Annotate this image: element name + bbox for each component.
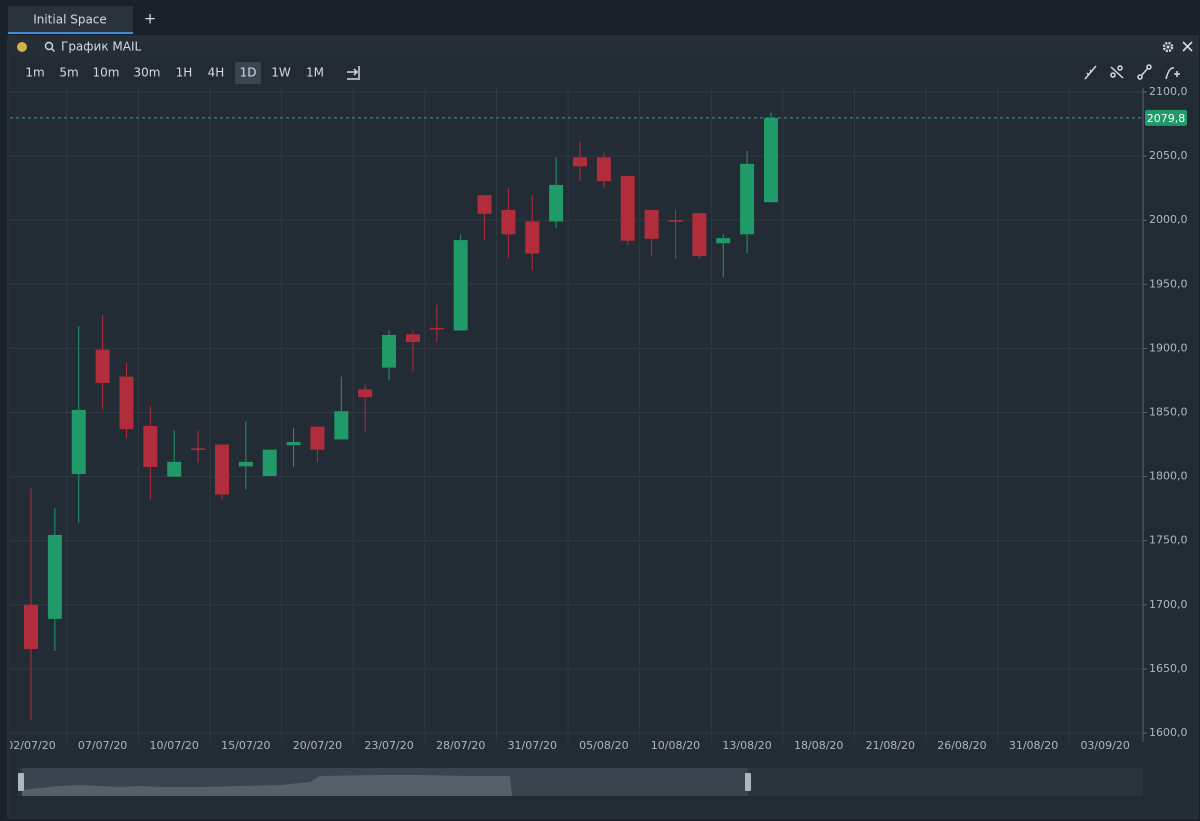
y-tick-label: 1950,0	[1149, 277, 1188, 290]
y-tick-label: 1900,0	[1149, 341, 1188, 354]
candle-body	[238, 461, 253, 467]
x-tick-label: 07/07/20	[78, 739, 127, 752]
last-price-label: 2079,8	[1147, 112, 1186, 125]
y-axis: 1600,0 1650,0 1700,0 1750,0 1800,0 1850,0 1900…	[1143, 85, 1188, 739]
candle-body	[47, 534, 62, 619]
candle-body	[95, 349, 110, 384]
panel-header	[9, 37, 1197, 57]
timeframe-active-bg	[235, 62, 261, 84]
candle-body	[334, 411, 349, 440]
x-tick-label: 18/08/20	[794, 739, 843, 752]
candle-body	[620, 175, 635, 241]
candle-body	[167, 461, 182, 477]
status-dot	[17, 42, 27, 52]
x-tick-label: 10/08/20	[651, 739, 700, 752]
y-tick-label: 1600,0	[1149, 726, 1188, 739]
navigator-handle[interactable]	[18, 773, 24, 791]
candle-body	[501, 209, 516, 235]
panel-title: График MAIL	[61, 40, 142, 54]
x-tick-label: 03/09/20	[1080, 739, 1129, 752]
tab-indicator	[8, 32, 133, 34]
close-icon[interactable]	[1182, 41, 1193, 52]
candle-body	[143, 425, 158, 467]
timeframe-button[interactable]: 30m	[134, 66, 161, 80]
y-tick-label: 1700,0	[1149, 598, 1188, 611]
add-tab[interactable]: +	[144, 10, 157, 28]
x-tick-label: 31/08/20	[1009, 739, 1058, 752]
candle-body	[382, 334, 397, 368]
candle-body	[310, 426, 325, 450]
candle-body	[716, 238, 731, 244]
timeframe-button[interactable]: 1M	[306, 66, 324, 80]
timeframe-button[interactable]: 1D	[240, 66, 257, 80]
candle-body	[763, 117, 778, 203]
timeframe-bar: 1m 5m 10m 30m 1H 4H 1D 1W 1M	[25, 62, 324, 84]
x-tick-label: 05/08/20	[579, 739, 628, 752]
last-price-badge	[1145, 109, 1187, 126]
candle-body	[573, 157, 588, 167]
search-icon[interactable]	[44, 41, 55, 52]
candle-body	[644, 209, 659, 239]
x-tick-label: 28/07/20	[436, 739, 485, 752]
x-tick-label: 26/08/20	[937, 739, 986, 752]
candle-body	[549, 184, 564, 222]
navigator-area	[22, 775, 512, 796]
candle-body	[405, 334, 420, 342]
timeframe-button[interactable]: 4H	[208, 66, 225, 80]
x-tick-label: 13/08/20	[722, 739, 771, 752]
x-tick-label: 15/07/20	[221, 739, 270, 752]
timeframe-button[interactable]: 1m	[25, 66, 44, 80]
timeframe-button[interactable]: 10m	[93, 66, 120, 80]
y-tick-label: 2050,0	[1149, 149, 1188, 162]
tab-label[interactable]: Initial Space	[33, 13, 107, 27]
candle-body	[429, 327, 444, 330]
plot-area	[10, 88, 1143, 758]
y-tick-label: 2000,0	[1149, 213, 1188, 226]
candle-body	[262, 449, 277, 476]
candle-body	[358, 389, 373, 398]
candle-body	[453, 240, 468, 331]
candle-body	[119, 376, 134, 430]
x-tick-label: 02/07/20	[6, 739, 55, 752]
plot: 02/07/20 07/07/20 10/07/20 15/07/20 20/07/20…	[6, 88, 1143, 752]
candle-body	[477, 195, 492, 214]
x-tick-label: 21/08/20	[866, 739, 915, 752]
drawing-tools[interactable]	[1084, 64, 1180, 80]
timeframe-button[interactable]: 1W	[271, 66, 291, 80]
x-tick-label: 10/07/20	[150, 739, 199, 752]
timeframe-button[interactable]: 1H	[176, 66, 193, 80]
candle-body	[286, 441, 301, 446]
y-tick-label: 1650,0	[1149, 662, 1188, 675]
candle-body	[668, 220, 683, 222]
export-icon[interactable]	[347, 66, 360, 80]
y-tick-label: 2100,0	[1149, 85, 1188, 98]
x-tick-label: 20/07/20	[293, 739, 342, 752]
candle-body	[525, 221, 540, 254]
candle-body	[692, 213, 707, 257]
candle-body	[214, 444, 229, 495]
candle-body	[596, 157, 611, 182]
x-tick-label: 31/07/20	[508, 739, 557, 752]
settings-icon[interactable]	[1162, 41, 1174, 53]
candle-body	[71, 409, 86, 475]
tab[interactable]	[8, 6, 133, 34]
y-tick-label: 1750,0	[1149, 534, 1188, 547]
timeframe-button[interactable]: 5m	[59, 66, 78, 80]
candle-body	[191, 448, 206, 450]
candle-body	[740, 163, 755, 235]
y-tick-label: 1800,0	[1149, 470, 1188, 483]
navigator-handle[interactable]	[745, 773, 751, 791]
x-tick-label: 23/07/20	[364, 739, 413, 752]
y-tick-label: 1850,0	[1149, 406, 1188, 419]
candle-body	[24, 604, 38, 650]
